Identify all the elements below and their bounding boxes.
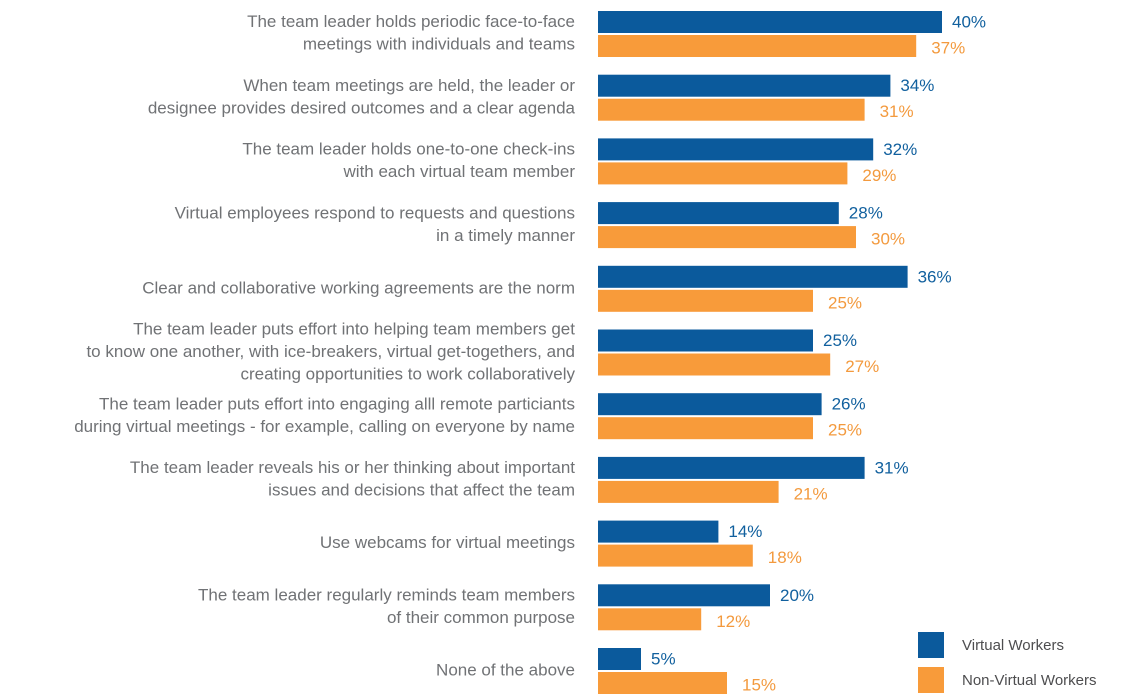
category-label: in a timely manner [436,226,575,245]
category-label: with each virtual team member [343,162,576,181]
value-label: 27% [845,357,879,376]
legend-label: Non-Virtual Workers [962,672,1097,689]
value-label: 25% [828,421,862,440]
bar [598,289,813,312]
category-label: meetings with individuals and teams [303,35,575,54]
value-label: 36% [918,267,952,286]
value-label: 14% [728,522,762,541]
bar [598,329,813,352]
category-label: The team leader holds one-to-one check-i… [242,140,575,159]
category-label: to know one another, with ice-breakers, … [86,342,575,361]
value-label: 32% [883,140,917,159]
bar [598,74,891,97]
bar [598,98,865,121]
bar [598,226,856,249]
bar [598,648,641,670]
bar [598,11,942,33]
bar [598,265,908,288]
category-label: None of the above [436,660,575,679]
bar [598,584,770,607]
bar [598,35,917,57]
bar [598,353,831,376]
value-label: 40% [952,12,986,31]
bar [598,544,753,567]
value-label: 34% [900,76,934,95]
category-label: The team leader puts effort into engagin… [99,394,575,413]
bar [598,138,874,161]
value-label: 25% [828,293,862,312]
value-label: 18% [768,548,802,567]
value-label: 26% [832,395,866,414]
category-label: Use webcams for virtual meetings [320,533,575,552]
value-label: 30% [871,230,905,249]
category-label: When team meetings are held, the leader … [243,76,575,95]
bar [598,162,848,185]
bar [598,456,865,479]
category-label: creating opportunities to work collabora… [240,364,575,383]
category-label: The team leader regularly reminds team m… [198,586,575,605]
value-label: 31% [875,458,909,477]
category-label: Virtual employees respond to requests an… [175,203,575,222]
legend-swatch [918,667,944,693]
value-label: 29% [862,166,896,185]
category-label: during virtual meetings - for example, c… [74,417,575,436]
legend-label: Virtual Workers [962,637,1064,654]
category-label: The team leader puts effort into helping… [133,319,575,338]
value-label: 12% [716,612,750,631]
value-label: 28% [849,204,883,223]
category-label: The team leader holds periodic face-to-f… [247,12,575,31]
bar [598,480,779,503]
value-label: 5% [651,649,676,668]
bar [598,393,822,416]
value-label: 25% [823,331,857,350]
category-label: issues and decisions that affect the tea… [268,481,575,500]
bar [598,202,839,225]
value-label: 37% [931,38,965,57]
category-label: The team leader reveals his or her think… [130,458,575,477]
value-label: 21% [794,484,828,503]
category-label: Clear and collaborative working agreemen… [142,278,575,297]
bar [598,608,702,631]
category-label: of their common purpose [387,608,575,627]
bar [598,520,719,543]
value-label: 20% [780,586,814,605]
legend-swatch [918,632,944,658]
value-label: 31% [880,102,914,121]
bar [598,417,813,440]
value-label: 15% [742,675,776,694]
bar [598,672,727,694]
category-label: designee provides desired outcomes and a… [148,98,576,117]
